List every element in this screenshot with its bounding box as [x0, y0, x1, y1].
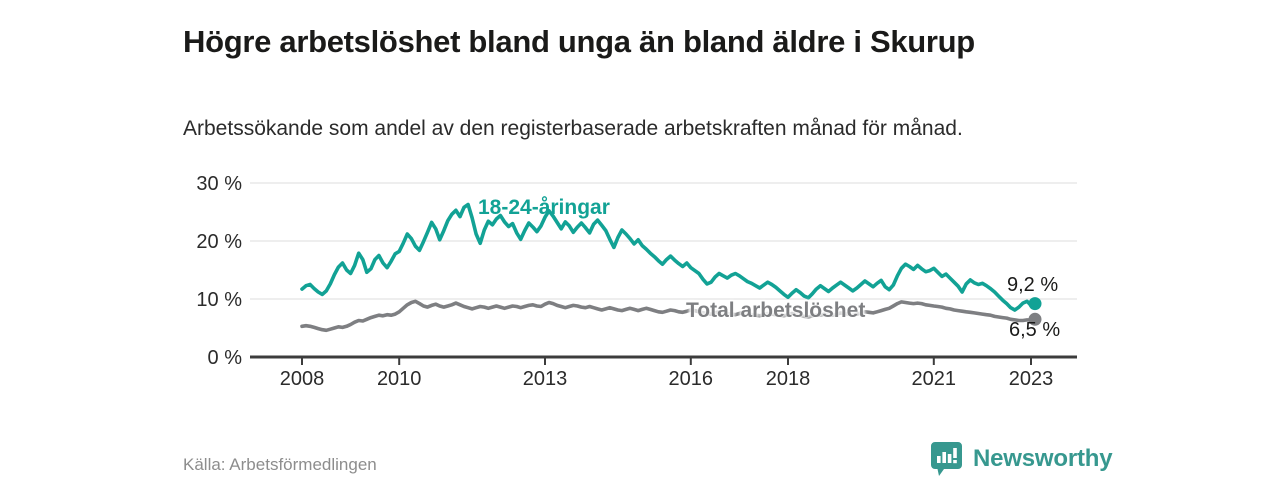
x-axis-tick-label: 2016	[669, 368, 714, 390]
x-axis-tick-label: 2018	[766, 368, 811, 390]
y-axis-tick-label: 0 %	[208, 347, 243, 369]
series-end-dot	[1028, 297, 1042, 311]
series-label-total: Total arbetslöshet	[686, 299, 866, 322]
y-axis-tick-label: 20 %	[196, 231, 242, 253]
chart-title: Högre arbetslöshet bland unga än bland ä…	[183, 23, 975, 59]
x-axis-tick-label: 2008	[280, 368, 325, 390]
source-note: Källa: Arbetsförmedlingen	[183, 455, 377, 474]
series-end-dot	[1028, 312, 1042, 326]
line-series	[300, 299, 1037, 333]
brand-logo: Newsworthy	[930, 441, 1113, 480]
x-axis-tick-label: 2010	[377, 368, 422, 390]
line-series	[300, 202, 1037, 312]
bar-chart-speech-bubble-icon	[930, 441, 963, 480]
x-axis-tick-label: 2023	[1009, 368, 1054, 390]
end-value-label-total: 6,5 %	[1009, 319, 1061, 341]
x-axis-tick-label: 2021	[912, 368, 957, 390]
y-axis-tick-label: 10 %	[196, 289, 242, 311]
line-chart-plot-area: 0 % 10 % 20 % 30 % 2008 2010 2013 2016 2018 2021 2…	[196, 175, 1077, 390]
chart-subtitle: Arbetssökande som andel av den registerb…	[183, 117, 963, 140]
end-value-label-young: 9,2 %	[1007, 274, 1059, 296]
series-label-young: 18-24-åringar	[478, 196, 610, 219]
brand-name: Newsworthy	[973, 445, 1113, 472]
y-axis-tick-label: 30 %	[196, 175, 242, 195]
x-axis-tick-label: 2013	[523, 368, 568, 390]
